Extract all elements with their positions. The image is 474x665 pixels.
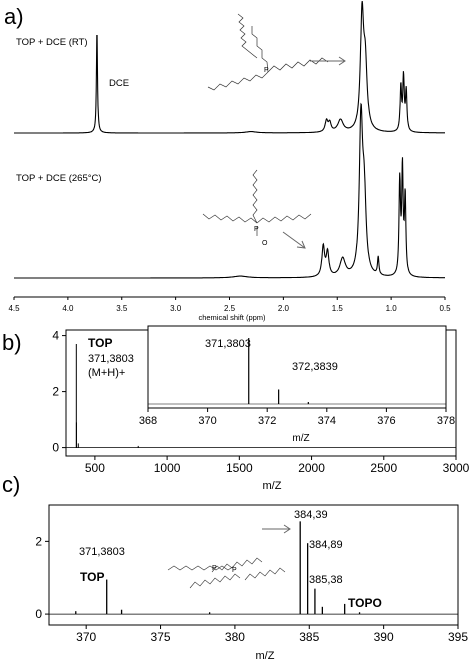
nmr-x-ticks: 4.5 4.0 3.5 3.0 2.5 2.0 1.5 1.0 0.5 (8, 297, 451, 313)
nmr-x-tick-label: 1.5 (332, 304, 344, 313)
series-a1-name: TOP + DCE (RT) (16, 37, 88, 48)
nmr-curves (14, 1, 445, 279)
nmr-x-tick-label: 4.5 (8, 304, 20, 313)
nmr-x-tick-label: 4.0 (62, 304, 74, 313)
plot-b-inset: 368 370 372 374 376 378 371,3803 372,3839 m/Z (139, 325, 455, 444)
b-y-tick-label: 4 (52, 329, 59, 343)
nmr-x-tick-label: 2.0 (278, 304, 290, 313)
c-x-tick-label: 370 (76, 630, 96, 644)
panel-b: b) 500 1000 1500 2000 2500 3000 0 2 4 TOP 371,38… (2, 325, 470, 492)
b-y-tick-label: 2 (52, 385, 59, 399)
inset-x-tick-label: 372 (258, 415, 276, 427)
inset-x-axis-label: m/Z (292, 433, 309, 444)
nmr-x-tick-label: 3.0 (170, 304, 182, 313)
dce-annotation: DCE (109, 78, 129, 89)
plot-c-x-axis-label: m/Z (256, 650, 275, 662)
nmr-series-line (14, 102, 445, 279)
nmr-x-tick-label: 3.5 (116, 304, 128, 313)
c-phosphorus-label-1: P (212, 565, 217, 572)
plot-b-x-axis-label: m/Z (263, 480, 282, 492)
arrow-top (310, 56, 346, 66)
b-x-tick-label: 2500 (370, 461, 397, 475)
inset-x-tick-label: 374 (318, 415, 336, 427)
c-x-tick-label: 390 (374, 630, 394, 644)
b-x-tick-label: 1500 (226, 461, 253, 475)
c-peak-label-385-38: 385,38 (309, 574, 343, 586)
series-a2-name: TOP + DCE (265°C) (16, 173, 102, 184)
b-x-tick-label: 1000 (154, 461, 181, 475)
inset-x-tick-label: 376 (377, 415, 395, 427)
inset-ticks: 368 370 372 374 376 378 (139, 408, 455, 427)
nmr-x-axis-label: chemical shift (ppm) (198, 313, 266, 322)
arrow-bottom (282, 231, 306, 249)
c-phosphorus-label-2: P (232, 567, 237, 574)
c-molecule-sketch (167, 557, 286, 589)
b-x-tick-label: 2000 (298, 461, 325, 475)
nmr-x-tick-label: 0.5 (439, 304, 451, 313)
b-peak-mass-label: 371,3803 (88, 353, 134, 365)
b-y-tick-label: 0 (52, 441, 59, 455)
plot-c-ticks: 370 375 380 385 390 395 0 2 (35, 534, 468, 644)
top-molecule-sketch (207, 13, 329, 91)
b-x-tick-label: 3000 (443, 461, 470, 475)
b-adduct-label: (M+H)+ (88, 367, 125, 379)
c-peak-label-384-89: 384,89 (309, 539, 343, 551)
panel-b-label: b) (2, 330, 22, 355)
c-arrow (262, 524, 291, 534)
panel-c-label: c) (2, 472, 20, 497)
c-top-label: TOP (80, 570, 104, 584)
topo-molecule-sketch (202, 169, 312, 236)
inset-x-tick-label: 378 (437, 415, 455, 427)
inset-x-tick-label: 368 (139, 415, 157, 427)
b-x-tick-label: 500 (85, 461, 105, 475)
inset-peak-label-1: 371,3803 (205, 338, 251, 350)
plot-c-spectrum (49, 521, 458, 615)
plot-c-frame (48, 504, 459, 626)
panel-c: c) 370 375 380 385 390 395 0 2 TOP TOPO 371,380… (2, 472, 468, 662)
c-peak-label-371: 371,3803 (79, 546, 125, 558)
plot-b-spectrum (66, 344, 456, 449)
c-y-tick-label: 2 (35, 534, 42, 548)
oxygen-label: O (262, 240, 268, 247)
c-y-tick-label: 0 (35, 607, 42, 621)
inset-peak-label-2: 372,3839 (292, 361, 338, 373)
c-x-tick-label: 395 (448, 630, 468, 644)
c-x-tick-label: 380 (225, 630, 245, 644)
c-x-tick-label: 385 (299, 630, 319, 644)
nmr-x-tick-label: 2.5 (224, 304, 236, 313)
nmr-x-tick-label: 1.0 (386, 304, 398, 313)
phosphorus-label-bottom: P (254, 226, 259, 233)
panel-a-label: a) (4, 4, 24, 29)
inset-spectrum (148, 338, 446, 405)
nmr-series-line (14, 1, 445, 134)
c-x-tick-label: 375 (151, 630, 171, 644)
c-topo-label: TOPO (348, 596, 382, 610)
panel-a: a) TOP + DCE (RT) TOP + DCE (265°C) DCE … (4, 1, 451, 322)
plot-b-ticks: 500 1000 1500 2000 2500 3000 0 2 4 (52, 329, 469, 475)
inset-x-tick-label: 370 (198, 415, 216, 427)
c-peak-label-384-39: 384,39 (294, 509, 328, 521)
inset-frame (147, 325, 447, 409)
phosphorus-label-top: P (264, 67, 269, 74)
b-top-label: TOP (88, 336, 112, 350)
